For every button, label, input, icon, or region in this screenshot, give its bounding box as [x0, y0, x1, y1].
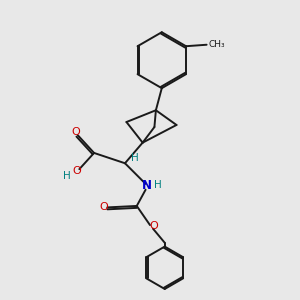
Text: CH₃: CH₃ [209, 40, 226, 49]
Text: O: O [99, 202, 108, 212]
Text: O: O [71, 127, 80, 137]
Text: H: H [154, 180, 162, 190]
Text: H: H [63, 171, 71, 181]
Text: O: O [72, 166, 81, 176]
Text: O: O [149, 221, 158, 231]
Text: N: N [142, 179, 152, 192]
Text: H: H [131, 153, 139, 163]
